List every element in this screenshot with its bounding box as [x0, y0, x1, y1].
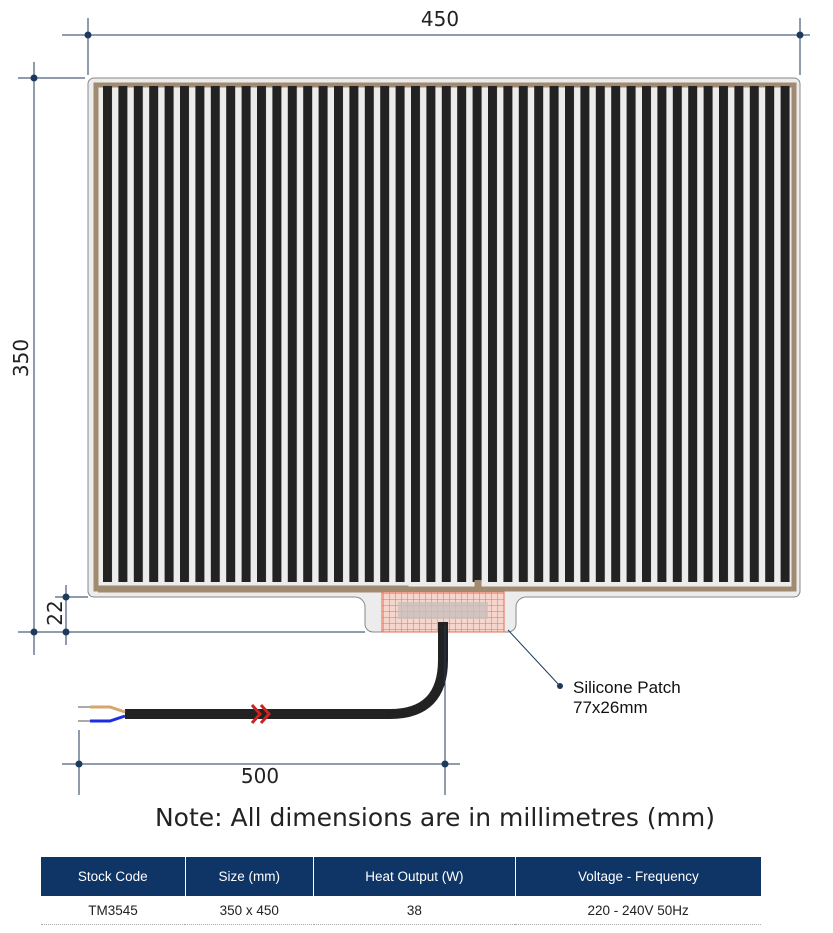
table-row: TM3545 350 x 450 38 220 - 240V 50Hz: [41, 896, 761, 925]
callout-line2: 77x26mm: [573, 698, 648, 717]
connection-block: [398, 602, 488, 619]
header-voltage: Voltage - Frequency: [514, 857, 761, 896]
cell-voltage: 220 - 240V 50Hz: [515, 896, 761, 925]
callout-dot: [557, 683, 563, 689]
dimension-height: [18, 62, 365, 655]
header-size: Size (mm): [184, 857, 314, 896]
wire-ends: [78, 706, 90, 722]
wire-brown: [90, 705, 126, 714]
units-note: Note: All dimensions are in millimetres …: [154, 803, 716, 832]
dimension-cable: [62, 625, 460, 795]
cable: [125, 622, 448, 719]
heating-elements: [103, 86, 795, 582]
callout-line1: Silicone Patch: [573, 678, 681, 697]
tab-offset-label: 22: [43, 600, 67, 625]
dimension-width: [62, 18, 810, 75]
header-stock-code: Stock Code: [41, 857, 186, 896]
cable-length-label: 500: [241, 764, 279, 788]
height-label: 350: [9, 339, 33, 377]
wire-blue: [90, 714, 126, 723]
width-label: 450: [421, 7, 459, 31]
break-marker-icon: [250, 704, 272, 724]
cell-stock-code: TM3545: [41, 896, 186, 925]
header-heat-output: Heat Output (W): [313, 857, 516, 896]
cell-size: 350 x 450: [185, 896, 314, 925]
spec-table: Stock Code Size (mm) Heat Output (W) Vol…: [41, 857, 761, 925]
callout-leader: [507, 629, 561, 687]
cell-heat-output: 38: [313, 896, 516, 925]
table-header: Stock Code Size (mm) Heat Output (W) Vol…: [41, 857, 761, 896]
